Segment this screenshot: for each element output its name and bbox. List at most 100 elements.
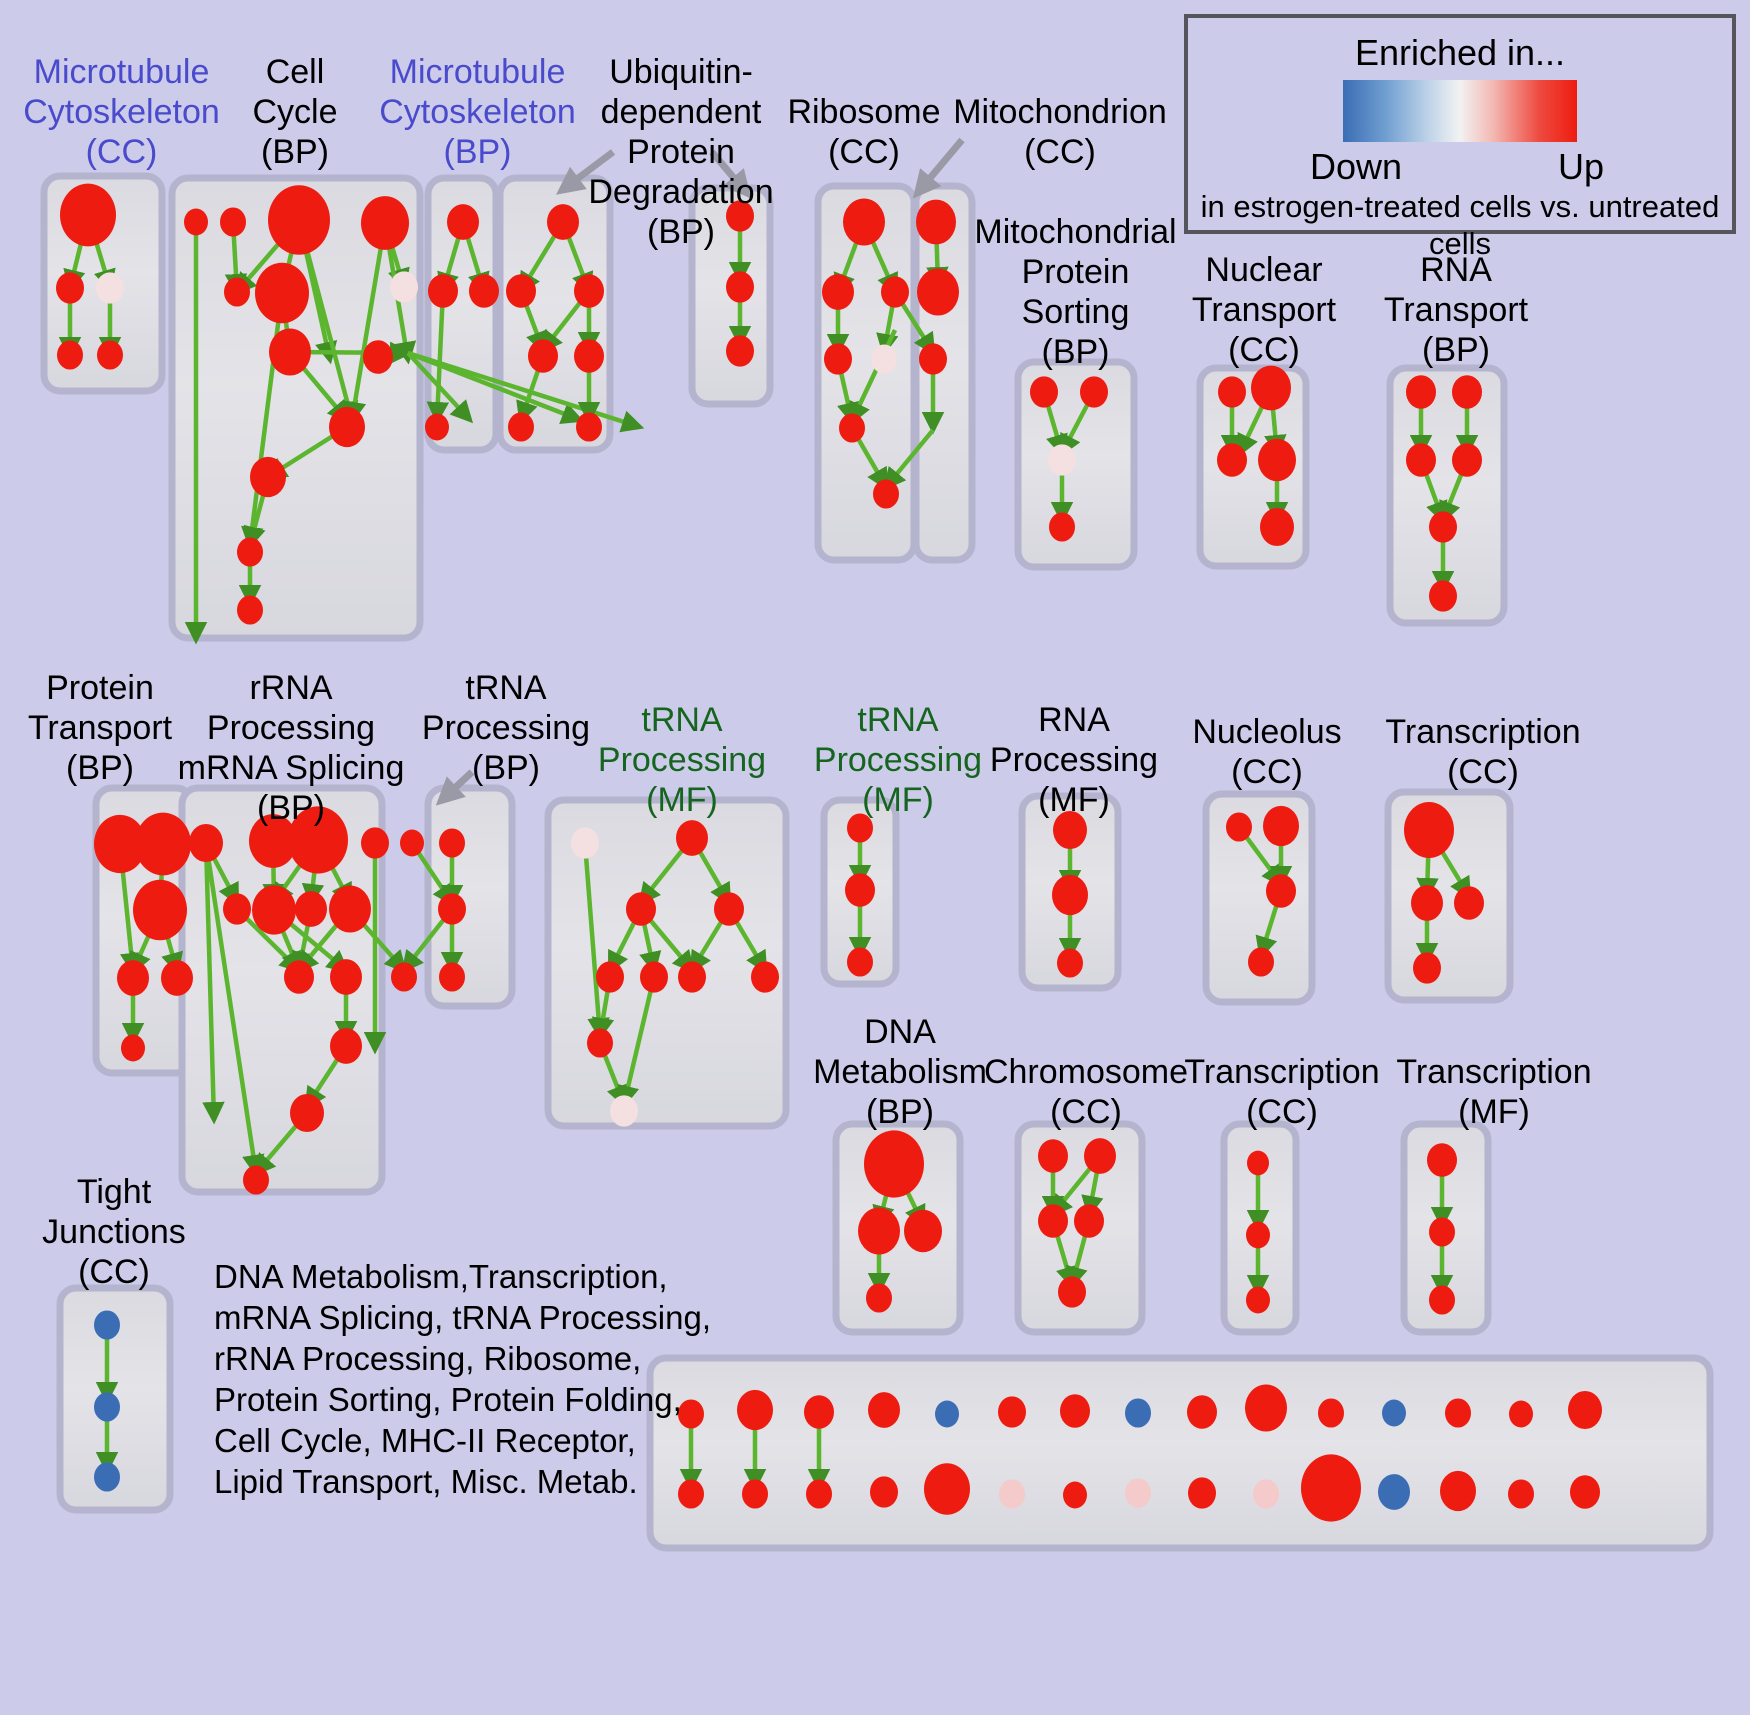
- gene-node[interactable]: [1406, 375, 1436, 409]
- gene-node[interactable]: [94, 814, 146, 874]
- gene-node[interactable]: [1226, 812, 1252, 842]
- gene-node[interactable]: [94, 1392, 120, 1422]
- gene-node[interactable]: [1245, 1384, 1287, 1432]
- gene-node[interactable]: [1427, 1143, 1457, 1177]
- gene-node[interactable]: [428, 274, 458, 308]
- gene-node[interactable]: [1411, 885, 1443, 921]
- gene-node[interactable]: [1378, 1474, 1410, 1510]
- gene-node[interactable]: [1452, 375, 1482, 409]
- gene-node[interactable]: [1248, 947, 1274, 977]
- gene-node[interactable]: [60, 183, 116, 247]
- gene-node[interactable]: [361, 196, 409, 250]
- gene-node[interactable]: [268, 185, 330, 255]
- gene-node[interactable]: [587, 1028, 613, 1058]
- gene-node[interactable]: [1038, 1139, 1068, 1173]
- gene-node[interactable]: [184, 208, 208, 236]
- gene-node[interactable]: [290, 1093, 324, 1133]
- gene-node[interactable]: [1445, 1398, 1471, 1428]
- gene-node[interactable]: [1301, 1454, 1361, 1522]
- gene-node[interactable]: [252, 885, 296, 935]
- gene-node[interactable]: [189, 823, 223, 863]
- gene-node[interactable]: [117, 960, 149, 996]
- gene-node[interactable]: [330, 1028, 362, 1064]
- gene-node[interactable]: [916, 199, 956, 245]
- gene-node[interactable]: [1429, 580, 1457, 612]
- gene-node[interactable]: [864, 1130, 924, 1198]
- gene-node[interactable]: [506, 274, 536, 308]
- gene-node[interactable]: [1509, 1400, 1533, 1428]
- gene-node[interactable]: [1217, 443, 1247, 477]
- gene-node[interactable]: [1251, 365, 1291, 411]
- gene-node[interactable]: [1048, 444, 1076, 476]
- gene-node[interactable]: [224, 277, 250, 307]
- gene-node[interactable]: [361, 827, 389, 859]
- gene-node[interactable]: [94, 1310, 120, 1340]
- gene-node[interactable]: [626, 892, 656, 926]
- gene-node[interactable]: [822, 274, 854, 310]
- gene-node[interactable]: [714, 892, 744, 926]
- gene-node[interactable]: [269, 328, 311, 376]
- gene-node[interactable]: [610, 1095, 638, 1127]
- gene-node[interactable]: [1258, 438, 1296, 482]
- gene-node[interactable]: [742, 1479, 768, 1509]
- gene-node[interactable]: [237, 537, 263, 567]
- gene-node[interactable]: [220, 207, 246, 237]
- gene-node[interactable]: [57, 340, 83, 370]
- gene-node[interactable]: [596, 961, 624, 993]
- gene-node[interactable]: [1187, 1395, 1217, 1429]
- gene-node[interactable]: [161, 960, 193, 996]
- gene-node[interactable]: [1060, 1394, 1090, 1428]
- gene-node[interactable]: [804, 1395, 834, 1429]
- gene-node[interactable]: [843, 198, 885, 246]
- gene-node[interactable]: [806, 1479, 832, 1509]
- gene-node[interactable]: [858, 1207, 900, 1255]
- gene-node[interactable]: [1049, 512, 1075, 542]
- gene-node[interactable]: [439, 962, 465, 992]
- gene-node[interactable]: [737, 1389, 773, 1431]
- gene-node[interactable]: [1260, 507, 1294, 547]
- gene-node[interactable]: [447, 204, 479, 240]
- gene-node[interactable]: [400, 829, 424, 857]
- gene-node[interactable]: [1058, 1276, 1086, 1308]
- gene-node[interactable]: [1074, 1204, 1104, 1238]
- gene-node[interactable]: [1246, 1286, 1270, 1314]
- gene-node[interactable]: [571, 827, 599, 859]
- gene-node[interactable]: [1057, 948, 1083, 978]
- gene-node[interactable]: [999, 1479, 1025, 1509]
- gene-node[interactable]: [1404, 802, 1454, 858]
- gene-node[interactable]: [1063, 1481, 1087, 1509]
- gene-node[interactable]: [56, 272, 84, 304]
- gene-node[interactable]: [1052, 874, 1088, 916]
- gene-node[interactable]: [1570, 1475, 1600, 1509]
- gene-node[interactable]: [1125, 1398, 1151, 1428]
- gene-node[interactable]: [726, 271, 754, 303]
- gene-node[interactable]: [1266, 874, 1296, 908]
- gene-node[interactable]: [1440, 1470, 1476, 1512]
- gene-node[interactable]: [873, 479, 899, 509]
- gene-node[interactable]: [640, 961, 668, 993]
- gene-node[interactable]: [1263, 805, 1299, 847]
- gene-node[interactable]: [97, 340, 123, 370]
- gene-node[interactable]: [1508, 1479, 1534, 1509]
- gene-node[interactable]: [1429, 1285, 1455, 1315]
- gene-node[interactable]: [574, 339, 604, 373]
- gene-node[interactable]: [1382, 1399, 1406, 1427]
- gene-node[interactable]: [96, 272, 124, 304]
- gene-node[interactable]: [390, 271, 418, 303]
- gene-node[interactable]: [1413, 952, 1441, 984]
- gene-node[interactable]: [1247, 1150, 1269, 1176]
- gene-node[interactable]: [1454, 886, 1484, 920]
- gene-node[interactable]: [528, 339, 558, 373]
- gene-node[interactable]: [255, 262, 309, 324]
- gene-node[interactable]: [1030, 376, 1058, 408]
- gene-node[interactable]: [904, 1209, 942, 1253]
- gene-node[interactable]: [94, 1462, 120, 1492]
- gene-node[interactable]: [1568, 1390, 1602, 1430]
- gene-node[interactable]: [1080, 376, 1108, 408]
- gene-node[interactable]: [223, 893, 251, 925]
- gene-node[interactable]: [438, 893, 466, 925]
- gene-node[interactable]: [1218, 376, 1246, 408]
- gene-node[interactable]: [1452, 443, 1482, 477]
- gene-node[interactable]: [935, 1400, 959, 1428]
- gene-node[interactable]: [425, 413, 449, 441]
